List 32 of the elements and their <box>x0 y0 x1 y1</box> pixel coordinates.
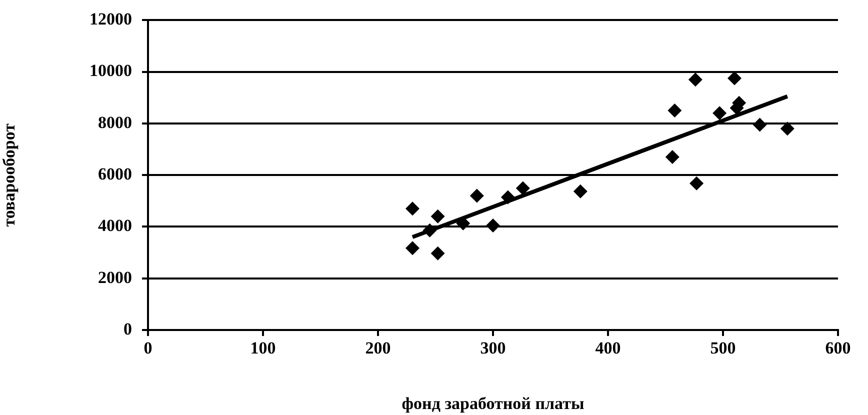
x-tick-label: 300 <box>480 338 506 358</box>
y-tick-label: 8000 <box>98 112 132 132</box>
y-axis-title: товарооборот <box>0 122 19 227</box>
point <box>690 176 704 190</box>
point <box>712 106 727 120</box>
y-tick-label: 4000 <box>98 216 132 236</box>
x-tick-label: 500 <box>710 338 736 358</box>
point <box>728 71 742 86</box>
point <box>665 150 680 164</box>
point <box>780 122 794 136</box>
x-tick-label: 400 <box>595 338 621 358</box>
point <box>486 218 500 232</box>
x-tick-label: 0 <box>144 338 152 358</box>
point <box>516 181 530 196</box>
x-axis-title: фонд заработной платы <box>402 394 584 414</box>
y-tick-label: 2000 <box>98 268 132 287</box>
x-tick-label: 200 <box>365 338 391 358</box>
point <box>430 209 445 224</box>
y-tick-label: 0 <box>124 319 132 338</box>
y-tick-label: 10000 <box>90 61 132 80</box>
x-tick-label: 600 <box>825 338 851 358</box>
point <box>573 184 588 198</box>
point <box>688 72 702 87</box>
point <box>668 104 682 118</box>
point <box>752 118 767 132</box>
point <box>430 246 445 260</box>
point <box>406 202 420 216</box>
y-tick-label: 12000 <box>90 10 132 29</box>
x-tick-label: 100 <box>250 338 276 358</box>
point <box>470 188 484 203</box>
point <box>406 241 420 256</box>
y-tick-label: 6000 <box>98 164 132 184</box>
